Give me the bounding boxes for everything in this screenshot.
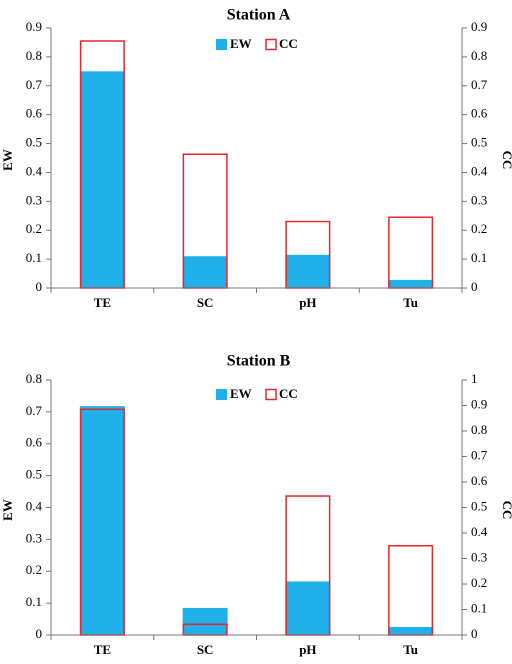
bar-ew-sc	[182, 256, 228, 288]
left-tick-label: 0.7	[26, 403, 43, 418]
bar-ew-te	[79, 406, 125, 635]
bar-ew-te	[79, 71, 125, 288]
right-tick-label: 0.9	[471, 19, 487, 34]
left-tick-label: 0.3	[26, 530, 42, 545]
x-tick-label: TE	[94, 642, 111, 657]
bar-ew-ph	[285, 254, 331, 288]
chart-title: Station A	[227, 7, 291, 24]
legend-swatch-ew	[216, 389, 227, 400]
right-tick-label: 0.1	[471, 250, 487, 265]
left-tick-label: 0.6	[26, 106, 43, 121]
right-tick-label: 0.4	[471, 163, 488, 178]
left-tick-label: 0.6	[26, 435, 43, 450]
left-tick-label: 0	[36, 626, 43, 641]
bar-cc-tu	[388, 545, 434, 636]
bar-ew-tu	[388, 627, 434, 635]
left-tick-label: 0	[36, 279, 43, 294]
right-tick-label: 0.3	[471, 192, 487, 207]
right-tick-label: 0.2	[471, 575, 487, 590]
right-tick-label: 0	[471, 626, 478, 641]
right-tick-label: 0.7	[471, 447, 488, 462]
left-tick-label: 0.1	[26, 594, 42, 609]
chart-title: Station B	[227, 353, 291, 370]
left-tick-label: 0.4	[26, 163, 43, 178]
chart-panel-station-a: Station A TE SC pH Tu 0 0.1 0.2 0.3 0.4 0.5 0.6 0.7 0…	[0, 7, 512, 310]
legend-swatch-cc	[265, 388, 277, 401]
right-tick-label: 0.7	[471, 77, 488, 92]
x-tick-label: pH	[299, 642, 316, 657]
y-axis-label: EW	[0, 149, 15, 171]
y-axis-label: EW	[0, 499, 15, 521]
right-tick-label: 0.5	[471, 135, 487, 150]
bar-cc-tu	[388, 216, 434, 289]
right-tick-label: 1	[471, 371, 478, 386]
y2-axis-label: CC	[500, 501, 512, 520]
chart-panel-station-b: Station B TE SC pH Tu 0 0.1 0.2 0.3 0.4 0.5 0.6 0.7 0…	[0, 353, 512, 657]
right-tick-label: 0.6	[471, 473, 488, 488]
right-tick-label: 0.9	[471, 396, 487, 411]
bar-ew-tu	[388, 279, 434, 288]
left-tick-label: 0.2	[26, 562, 42, 577]
bar-ew-sc	[182, 607, 228, 635]
right-tick-label: 0.2	[471, 221, 487, 236]
legend-label-ew: EW	[230, 386, 252, 401]
left-tick-label: 0.8	[26, 371, 42, 386]
right-tick-label: 0.5	[471, 498, 487, 513]
legend-swatch-ew	[216, 39, 227, 50]
left-tick-label: 0.4	[26, 498, 43, 513]
legend-label-ew: EW	[230, 36, 252, 51]
x-tick-label: TE	[94, 295, 111, 310]
right-tick-label: 0.8	[471, 422, 487, 437]
left-tick-label: 0.8	[26, 48, 42, 63]
y2-axis-label: CC	[500, 151, 512, 170]
right-tick-label: 0.3	[471, 549, 487, 564]
left-tick-label: 0.2	[26, 221, 42, 236]
left-tick-label: 0.9	[26, 19, 42, 34]
right-tick-label: 0.4	[471, 524, 488, 539]
left-tick-label: 0.3	[26, 192, 42, 207]
right-tick-label: 0.6	[471, 106, 488, 121]
right-tick-label: 0	[471, 279, 478, 294]
x-tick-label: Tu	[403, 295, 418, 310]
left-tick-label: 0.7	[26, 77, 43, 92]
right-tick-label: 0.1	[471, 600, 487, 615]
legend-label-cc: CC	[279, 36, 298, 51]
left-tick-label: 0.1	[26, 250, 42, 265]
x-tick-label: SC	[197, 642, 214, 657]
right-tick-label: 0.8	[471, 48, 487, 63]
left-tick-label: 0.5	[26, 467, 42, 482]
bar-ew-ph	[285, 581, 331, 635]
left-tick-label: 0.5	[26, 135, 42, 150]
legend-swatch-cc	[265, 38, 277, 51]
legend-label-cc: CC	[279, 386, 298, 401]
x-tick-label: pH	[299, 295, 316, 310]
x-tick-label: SC	[197, 295, 214, 310]
x-tick-label: Tu	[403, 642, 418, 657]
